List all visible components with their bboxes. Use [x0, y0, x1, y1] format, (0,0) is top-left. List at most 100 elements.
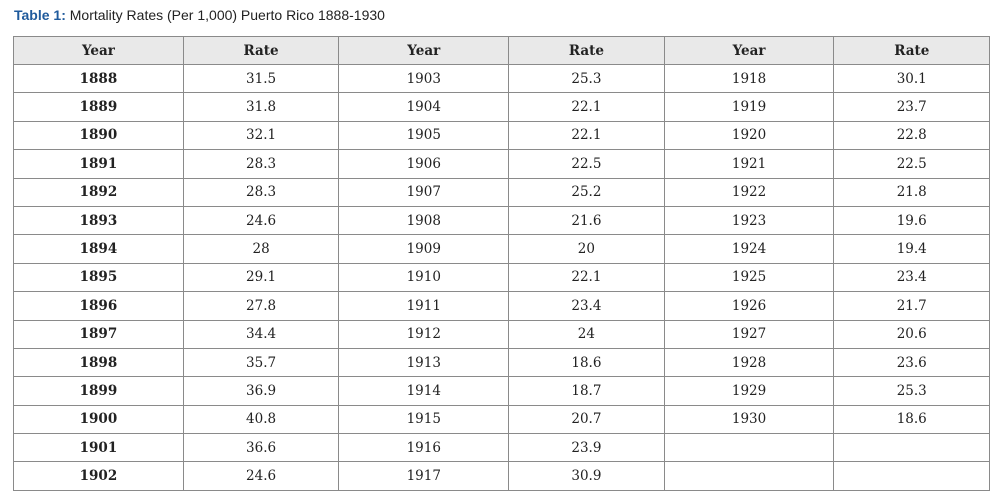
- rate-cell: 22.8: [833, 120, 990, 151]
- year-cell: 1910: [338, 262, 510, 293]
- year-cell: 1917: [338, 461, 510, 491]
- rate-cell: 25.3: [508, 63, 665, 94]
- table-row: 1893 24.6 1908 21.6 1923 19.6: [13, 205, 990, 236]
- table-row: 1889 31.8 1904 22.1 1919 23.7: [13, 92, 990, 122]
- column-header-rate: Rate: [508, 36, 665, 65]
- rate-cell: 20.7: [508, 404, 665, 435]
- rate-cell: 22.1: [508, 92, 665, 122]
- rate-cell: 30.9: [508, 461, 665, 491]
- table-row: 1888 31.5 1903 25.3 1918 30.1: [13, 63, 990, 94]
- rate-cell: 18.6: [833, 404, 990, 435]
- year-cell: 1926: [663, 291, 835, 321]
- table-row: 1899 36.9 1914 18.7 1929 25.3: [13, 376, 990, 406]
- rate-cell: 24: [508, 319, 665, 349]
- rate-cell: 28: [182, 234, 340, 264]
- column-header-year: Year: [13, 36, 184, 65]
- rate-cell: 35.7: [182, 347, 340, 378]
- table-row: 1900 40.8 1915 20.7 1930 18.6: [13, 404, 990, 435]
- table-row: 1892 28.3 1907 25.2 1922 21.8: [13, 177, 990, 207]
- rate-cell: 28.3: [182, 177, 340, 207]
- year-cell: 1929: [663, 376, 835, 406]
- rate-cell: 25.3: [833, 376, 990, 406]
- year-cell: 1921: [663, 149, 835, 179]
- rate-cell: 24.6: [182, 461, 340, 491]
- table-header-row: Year Rate Year Rate Year Rate: [13, 36, 990, 65]
- mortality-rates-table: Year Rate Year Rate Year Rate 1888 31.5 19…: [13, 36, 990, 491]
- column-header-rate: Rate: [833, 36, 990, 65]
- table-caption-text: Mortality Rates (Per 1,000) Puerto Rico …: [65, 7, 385, 23]
- rate-cell: 22.5: [508, 149, 665, 179]
- year-cell: 1923: [663, 205, 835, 236]
- year-cell: 1912: [338, 319, 510, 349]
- year-cell: 1894: [13, 234, 184, 264]
- rate-cell: 19.4: [833, 234, 990, 264]
- rate-cell: 31.8: [182, 92, 340, 122]
- rate-cell: 27.8: [182, 291, 340, 321]
- rate-cell: 23.6: [833, 347, 990, 378]
- table-row: 1898 35.7 1913 18.6 1928 23.6: [13, 347, 990, 378]
- year-cell: 1911: [338, 291, 510, 321]
- rate-cell: 23.4: [508, 291, 665, 321]
- year-cell: 1907: [338, 177, 510, 207]
- rate-cell: 22.1: [508, 120, 665, 151]
- year-cell: 1909: [338, 234, 510, 264]
- year-cell: 1904: [338, 92, 510, 122]
- rate-cell: 23.9: [508, 433, 665, 463]
- year-cell: 1906: [338, 149, 510, 179]
- year-cell: 1889: [13, 92, 184, 122]
- rate-cell: 23.4: [833, 262, 990, 293]
- year-cell: 1890: [13, 120, 184, 151]
- rate-cell: [833, 433, 990, 463]
- year-cell: 1919: [663, 92, 835, 122]
- rate-cell: 21.7: [833, 291, 990, 321]
- year-cell: 1908: [338, 205, 510, 236]
- rate-cell: 21.6: [508, 205, 665, 236]
- column-header-year: Year: [338, 36, 510, 65]
- table-caption-label: Table 1:: [14, 7, 66, 23]
- table-row: 1895 29.1 1910 22.1 1925 23.4: [13, 262, 990, 293]
- year-cell: 1918: [663, 63, 835, 94]
- year-cell: 1893: [13, 205, 184, 236]
- year-cell: 1896: [13, 291, 184, 321]
- rate-cell: 31.5: [182, 63, 340, 94]
- year-cell: 1888: [13, 63, 184, 94]
- year-cell: 1930: [663, 404, 835, 435]
- year-cell: 1916: [338, 433, 510, 463]
- year-cell: [663, 461, 835, 491]
- table-row: 1901 36.6 1916 23.9: [13, 433, 990, 463]
- year-cell: 1927: [663, 319, 835, 349]
- year-cell: 1901: [13, 433, 184, 463]
- table-row: 1891 28.3 1906 22.5 1921 22.5: [13, 149, 990, 179]
- year-cell: 1898: [13, 347, 184, 378]
- year-cell: 1913: [338, 347, 510, 378]
- rate-cell: 30.1: [833, 63, 990, 94]
- rate-cell: 20: [508, 234, 665, 264]
- rate-cell: 32.1: [182, 120, 340, 151]
- column-header-year: Year: [663, 36, 835, 65]
- year-cell: 1892: [13, 177, 184, 207]
- year-cell: 1903: [338, 63, 510, 94]
- year-cell: 1905: [338, 120, 510, 151]
- year-cell: 1920: [663, 120, 835, 151]
- table-body: 1888 31.5 1903 25.3 1918 30.1 1889 31.8 1904 22.1…: [13, 63, 990, 491]
- table-caption: Table 1: Mortality Rates (Per 1,000) Pue…: [14, 7, 385, 23]
- year-cell: 1902: [13, 461, 184, 491]
- year-cell: 1891: [13, 149, 184, 179]
- rate-cell: 19.6: [833, 205, 990, 236]
- year-cell: 1922: [663, 177, 835, 207]
- year-cell: 1928: [663, 347, 835, 378]
- rate-cell: 25.2: [508, 177, 665, 207]
- year-cell: 1897: [13, 319, 184, 349]
- year-cell: 1899: [13, 376, 184, 406]
- rate-cell: 23.7: [833, 92, 990, 122]
- year-cell: 1915: [338, 404, 510, 435]
- table-row: 1902 24.6 1917 30.9: [13, 461, 990, 491]
- rate-cell: 24.6: [182, 205, 340, 236]
- rate-cell: [833, 461, 990, 491]
- rate-cell: 18.6: [508, 347, 665, 378]
- table-row: 1894 28 1909 20 1924 19.4: [13, 234, 990, 264]
- rate-cell: 21.8: [833, 177, 990, 207]
- year-cell: 1900: [13, 404, 184, 435]
- year-cell: 1925: [663, 262, 835, 293]
- rate-cell: 20.6: [833, 319, 990, 349]
